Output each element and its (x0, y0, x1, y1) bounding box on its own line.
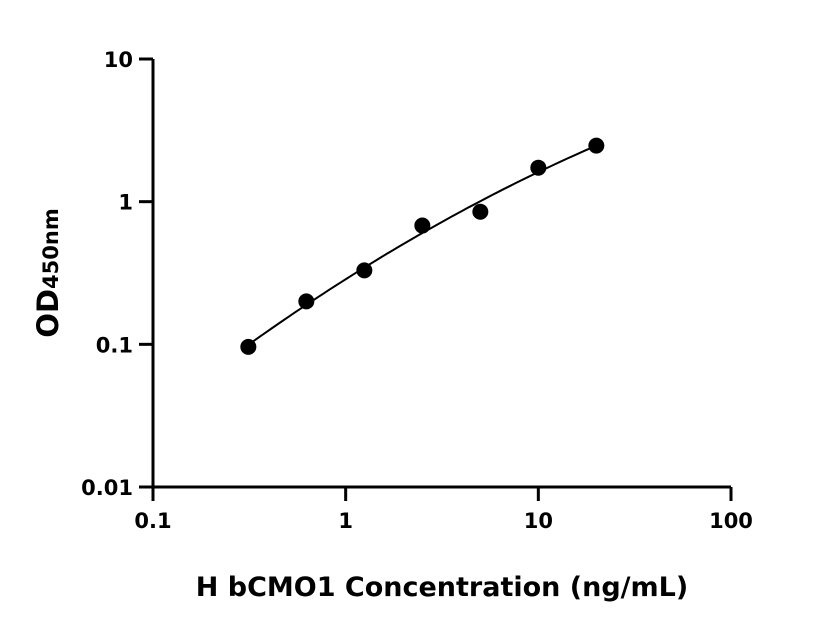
y-tick-label: 1 (118, 191, 133, 215)
y-axis-label: OD450nm (31, 208, 65, 337)
y-tick-label: 10 (104, 48, 133, 72)
data-point (414, 217, 431, 234)
x-axis-label: H bCMO1 Concentration (ng/mL) (196, 572, 688, 603)
data-point (240, 338, 257, 355)
data-point (530, 159, 547, 176)
y-axis-label-subscript: 450nm (39, 208, 63, 289)
x-tick-label: 1 (338, 509, 353, 533)
y-tick-label: 0.01 (81, 476, 133, 500)
data-point (472, 203, 489, 220)
x-tick-label: 100 (709, 509, 753, 533)
data-point (356, 262, 373, 279)
y-tick-label: 0.1 (96, 333, 133, 357)
fit-curve (247, 144, 597, 346)
data-point (298, 293, 315, 310)
x-tick-label: 0.1 (134, 509, 171, 533)
x-tick-label: 10 (524, 509, 553, 533)
data-point (588, 137, 605, 154)
